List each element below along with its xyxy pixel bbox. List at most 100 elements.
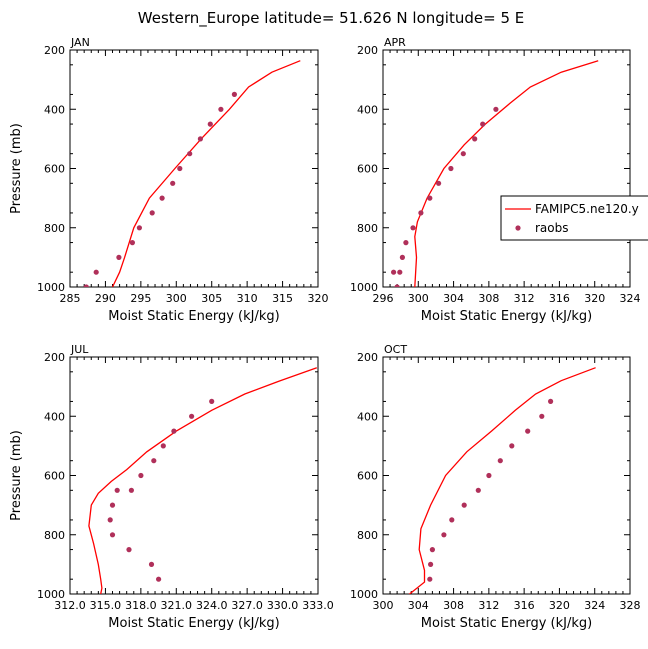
x-tick-label: 315.0 (90, 599, 122, 612)
panel-frame (382, 49, 631, 288)
raobs-point (160, 443, 166, 449)
x-tick-label: 316 (514, 599, 535, 612)
raobs-point (129, 240, 135, 246)
legend-obs-label: raobs (535, 221, 569, 235)
raobs-point (394, 284, 400, 287)
x-tick-label: 330.0 (267, 599, 299, 612)
x-tick-label: 327.0 (231, 599, 263, 612)
raobs-point (448, 165, 454, 172)
x-tick-label: 333.0 (302, 599, 334, 612)
raobs-point (109, 532, 116, 538)
panel-apr: APR 296 300 304 308 312 316 320 324 200 400 600 800 1… (350, 36, 641, 324)
raobs-point (480, 121, 486, 127)
x-axis-label: Moist Static Energy (kJ/kg) (108, 309, 279, 324)
y-tick-label: 600 (357, 470, 378, 483)
raobs-point (149, 210, 155, 216)
raobs-point (410, 225, 416, 231)
raobs-point (429, 547, 435, 553)
raobs-point (525, 428, 531, 434)
y-tick-label: 600 (357, 163, 378, 176)
x-tick-label: 320 (584, 292, 605, 305)
x-axis-label: Moist Static Energy (kJ/kg) (421, 616, 592, 631)
x-tick-label: 300 (373, 599, 394, 612)
y-tick-label: 400 (357, 103, 378, 116)
raobs-point (427, 195, 433, 201)
panel-frame (382, 356, 631, 595)
model-profile-line (88, 367, 318, 594)
y-tick-label: 200 (357, 44, 378, 57)
x-tick-label: 324 (584, 599, 605, 612)
raobs-point (138, 472, 144, 479)
x-tick-label: 316 (549, 292, 570, 305)
figure-title: Western_Europe latitude= 51.626 N longit… (138, 9, 524, 28)
panel-title: OCT (384, 343, 407, 356)
raobs-point (441, 532, 447, 538)
x-tick-label: 296 (373, 292, 394, 305)
y-tick-label: 1000 (37, 281, 65, 294)
panel-jul: JUL 312.0 315.0 318.0 321.0 324.0 327.0 330.0 33… (9, 343, 334, 631)
raobs-point (472, 136, 478, 142)
panel-oct: OCT 300 304 308 312 316 320 324 328 200 400 600 800 1… (350, 343, 641, 631)
raobs-point (403, 240, 409, 246)
y-tick-label: 1000 (37, 588, 65, 601)
panel-frame (69, 49, 319, 288)
panel-data (88, 367, 318, 594)
raobs-point (177, 165, 183, 172)
raobs-point (83, 284, 89, 287)
y-tick-label: 1000 (350, 588, 378, 601)
panel-data (83, 60, 301, 287)
raobs-point (116, 254, 122, 260)
raobs-point (128, 487, 134, 493)
y-tick-label: 200 (44, 44, 65, 57)
raobs-point (209, 398, 215, 404)
raobs-point (218, 106, 224, 112)
x-tick-label: 318.0 (125, 599, 157, 612)
y-axis-label: Pressure (mb) (9, 430, 24, 521)
x-axis-label: Moist Static Energy (kJ/kg) (108, 616, 279, 631)
y-tick-label: 600 (44, 470, 65, 483)
legend: FAMIPC5.ne120.y raobs (500, 195, 648, 241)
x-tick-label: 320 (549, 599, 570, 612)
raobs-point (460, 151, 466, 157)
y-axis-label: Pressure (mb) (9, 123, 24, 214)
raobs-point (148, 561, 155, 568)
legend-obs-marker-swatch (515, 225, 521, 231)
raobs-point (399, 254, 405, 260)
raobs-point (397, 269, 403, 275)
x-axis-label: Moist Static Energy (kJ/kg) (421, 309, 592, 324)
raobs-point (171, 428, 177, 434)
panels: JAN 285 290 295 300 305 310 315 320 200 400 600 800 1… (9, 36, 648, 631)
x-tick-label: 295 (130, 292, 151, 305)
x-tick-label: 324.0 (196, 599, 228, 612)
raobs-point (493, 106, 499, 112)
y-tick-label: 800 (357, 222, 378, 235)
raobs-point (418, 210, 424, 216)
y-tick-label: 400 (44, 410, 65, 423)
x-tick-label: 315 (272, 292, 293, 305)
y-tick-label: 400 (44, 103, 65, 116)
raobs-point (159, 195, 165, 201)
raobs-point (197, 136, 203, 142)
legend-box (500, 195, 648, 241)
raobs-point (539, 413, 545, 419)
x-tick-label: 320 (308, 292, 329, 305)
raobs-point (151, 458, 157, 464)
panel-frame (69, 356, 319, 595)
x-tick-label: 300 (408, 292, 429, 305)
raobs-point (207, 121, 213, 127)
raobs-point (107, 517, 113, 523)
y-tick-label: 200 (44, 351, 65, 364)
panel-title: APR (384, 36, 406, 49)
model-profile-line (408, 367, 596, 594)
raobs-point (136, 225, 142, 231)
x-tick-label: 328 (620, 599, 641, 612)
x-tick-label: 300 (166, 292, 187, 305)
raobs-point (548, 398, 554, 404)
y-tick-label: 800 (357, 529, 378, 542)
panel-data (408, 367, 596, 594)
x-tick-label: 321.0 (161, 599, 193, 612)
raobs-point (187, 151, 193, 157)
model-profile-line (414, 60, 599, 287)
panel-title: JUL (70, 343, 89, 356)
x-tick-label: 324 (620, 292, 641, 305)
